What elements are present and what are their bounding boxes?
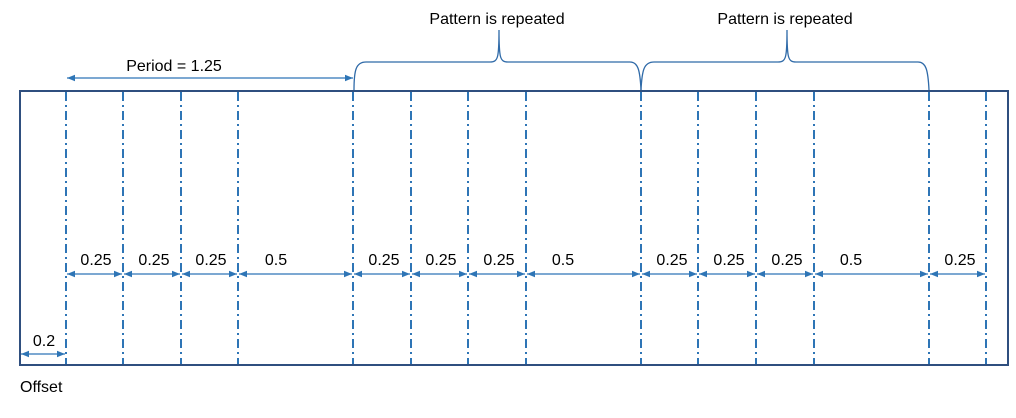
spacing-label: 0.25 bbox=[138, 252, 169, 269]
dashdot-lines bbox=[65, 92, 987, 364]
brace-label: Pattern is repeated bbox=[429, 11, 564, 28]
spacing-label: 0.25 bbox=[425, 252, 456, 269]
plate-frame bbox=[19, 90, 1009, 366]
spacing-label: 0.25 bbox=[483, 252, 514, 269]
repeat-brace bbox=[353, 29, 642, 91]
period-label: Period = 1.25 bbox=[126, 58, 222, 75]
brace-label: Pattern is repeated bbox=[717, 11, 852, 28]
spacing-label: 0.25 bbox=[368, 252, 399, 269]
spacing-label: 0.25 bbox=[656, 252, 687, 269]
offset-value: 0.2 bbox=[33, 333, 55, 350]
spacing-label: 0.25 bbox=[195, 252, 226, 269]
spacing-label: 0.25 bbox=[944, 252, 975, 269]
spacing-label: 0.5 bbox=[265, 252, 287, 269]
spacing-label: 0.5 bbox=[552, 252, 574, 269]
spacing-label: 0.25 bbox=[771, 252, 802, 269]
spacing-label: 0.25 bbox=[713, 252, 744, 269]
offset-label: Offset bbox=[20, 379, 63, 396]
spacing-label: 0.25 bbox=[80, 252, 111, 269]
spacing-label: 0.5 bbox=[840, 252, 862, 269]
repeat-brace bbox=[640, 29, 930, 91]
